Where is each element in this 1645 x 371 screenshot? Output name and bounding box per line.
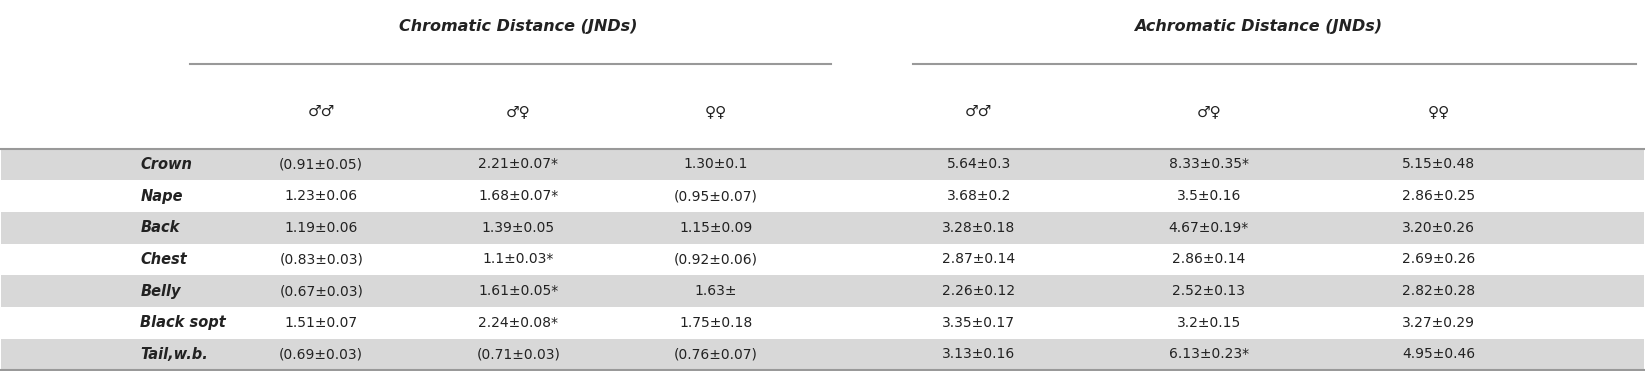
Text: (0.69±0.03): (0.69±0.03)	[280, 348, 364, 361]
Text: ♀♀: ♀♀	[1428, 104, 1449, 119]
Text: 1.23±0.06: 1.23±0.06	[285, 189, 357, 203]
Text: 5.15±0.48: 5.15±0.48	[1402, 157, 1476, 171]
Text: 6.13±0.23*: 6.13±0.23*	[1168, 348, 1249, 361]
Text: Chest: Chest	[140, 252, 188, 267]
Text: 2.87±0.14: 2.87±0.14	[943, 252, 1015, 266]
Text: ♂♀: ♂♀	[507, 104, 531, 119]
Bar	[0, 212, 1645, 244]
Text: (0.76±0.07): (0.76±0.07)	[674, 348, 758, 361]
Text: 2.52±0.13: 2.52±0.13	[1173, 284, 1245, 298]
Text: 1.68±0.07*: 1.68±0.07*	[479, 189, 559, 203]
Text: Chromatic Distance (JNDs): Chromatic Distance (JNDs)	[400, 19, 638, 34]
Text: (0.83±0.03): (0.83±0.03)	[280, 252, 364, 266]
Bar	[0, 148, 1645, 180]
Text: 1.30±0.1: 1.30±0.1	[683, 157, 748, 171]
Text: 1.75±0.18: 1.75±0.18	[679, 316, 752, 330]
Text: 3.68±0.2: 3.68±0.2	[946, 189, 1010, 203]
Text: 3.28±0.18: 3.28±0.18	[943, 221, 1015, 235]
Text: 8.33±0.35*: 8.33±0.35*	[1168, 157, 1249, 171]
Bar	[0, 275, 1645, 307]
Text: Back: Back	[140, 220, 179, 235]
Text: 3.5±0.16: 3.5±0.16	[1176, 189, 1240, 203]
Text: ♀♀: ♀♀	[704, 104, 727, 119]
Text: 2.26±0.12: 2.26±0.12	[943, 284, 1015, 298]
Text: 4.95±0.46: 4.95±0.46	[1402, 348, 1476, 361]
Text: (0.71±0.03): (0.71±0.03)	[477, 348, 561, 361]
Text: Black sopt: Black sopt	[140, 315, 225, 330]
Text: ♂♀: ♂♀	[1196, 104, 1221, 119]
Text: 2.82±0.28: 2.82±0.28	[1402, 284, 1476, 298]
Text: 1.61±0.05*: 1.61±0.05*	[479, 284, 559, 298]
Text: 3.20±0.26: 3.20±0.26	[1402, 221, 1476, 235]
Text: Belly: Belly	[140, 283, 181, 299]
Text: Achromatic Distance (JNDs): Achromatic Distance (JNDs)	[1133, 19, 1382, 34]
Text: 1.19±0.06: 1.19±0.06	[285, 221, 359, 235]
Text: 1.63±: 1.63±	[694, 284, 737, 298]
Text: Crown: Crown	[140, 157, 192, 172]
Text: ♂♂: ♂♂	[966, 104, 992, 119]
Text: 2.86±0.25: 2.86±0.25	[1402, 189, 1476, 203]
Text: 3.13±0.16: 3.13±0.16	[943, 348, 1015, 361]
Text: 2.69±0.26: 2.69±0.26	[1402, 252, 1476, 266]
Text: 2.86±0.14: 2.86±0.14	[1173, 252, 1245, 266]
Text: Tail,w.b.: Tail,w.b.	[140, 347, 209, 362]
Text: 1.15±0.09: 1.15±0.09	[679, 221, 752, 235]
Text: 4.67±0.19*: 4.67±0.19*	[1168, 221, 1249, 235]
Text: 1.51±0.07: 1.51±0.07	[285, 316, 357, 330]
Bar	[0, 244, 1645, 275]
Text: 3.2±0.15: 3.2±0.15	[1176, 316, 1240, 330]
Text: (0.67±0.03): (0.67±0.03)	[280, 284, 364, 298]
Text: 1.1±0.03*: 1.1±0.03*	[482, 252, 554, 266]
Bar	[0, 339, 1645, 370]
Bar	[0, 307, 1645, 339]
Text: 2.24±0.08*: 2.24±0.08*	[479, 316, 558, 330]
Text: 1.39±0.05: 1.39±0.05	[482, 221, 554, 235]
Text: 2.21±0.07*: 2.21±0.07*	[479, 157, 558, 171]
Text: (0.95±0.07): (0.95±0.07)	[674, 189, 758, 203]
Text: ♂♂: ♂♂	[308, 104, 336, 119]
Text: 3.35±0.17: 3.35±0.17	[943, 316, 1015, 330]
Text: Nape: Nape	[140, 188, 183, 204]
Text: (0.91±0.05): (0.91±0.05)	[280, 157, 364, 171]
Text: (0.92±0.06): (0.92±0.06)	[674, 252, 758, 266]
Text: 3.27±0.29: 3.27±0.29	[1402, 316, 1476, 330]
Bar	[0, 180, 1645, 212]
Text: 5.64±0.3: 5.64±0.3	[946, 157, 1010, 171]
